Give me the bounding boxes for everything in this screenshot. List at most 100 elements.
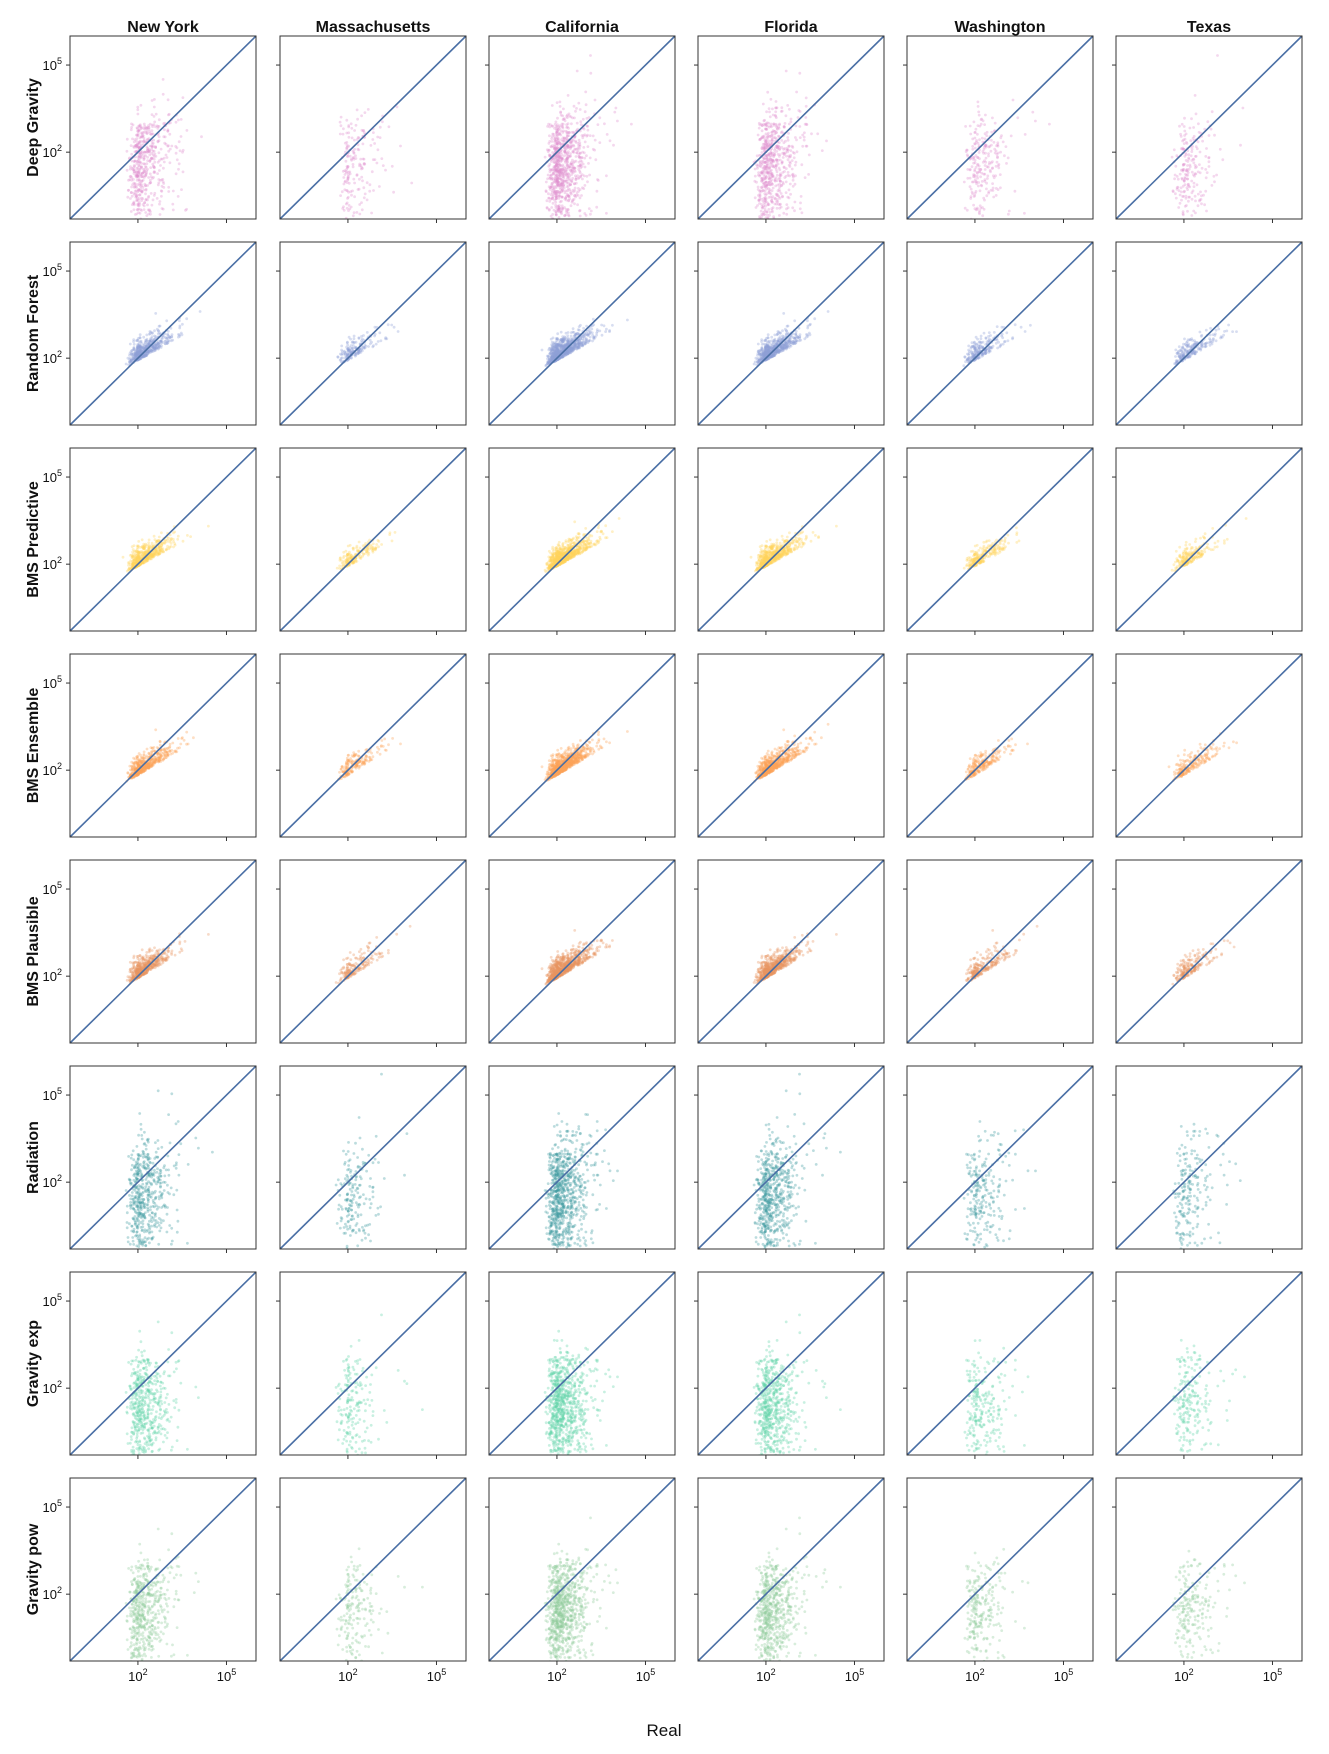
data-point [766, 348, 769, 352]
data-point [165, 341, 169, 345]
data-point [781, 343, 785, 347]
data-point [1184, 194, 1188, 198]
data-point [771, 347, 775, 351]
data-point [140, 179, 144, 183]
data-point [582, 174, 586, 178]
scatter-points [752, 69, 828, 219]
data-point [148, 132, 152, 136]
data-point [132, 356, 135, 360]
data-point [554, 344, 558, 348]
data-point [773, 353, 776, 357]
data-point [550, 104, 554, 107]
data-point [560, 156, 564, 160]
data-point [756, 354, 759, 357]
data-point [567, 199, 570, 203]
data-point [138, 189, 142, 192]
data-point [976, 163, 979, 167]
data-point [767, 351, 770, 354]
data-point [767, 180, 771, 184]
data-point [137, 161, 141, 165]
data-point [137, 350, 141, 354]
data-point [764, 352, 768, 356]
data-point [796, 335, 799, 339]
data-point [560, 170, 563, 174]
data-point [144, 187, 148, 191]
data-point [766, 135, 769, 139]
data-point [589, 330, 592, 334]
data-point [762, 119, 766, 123]
data-point [136, 227, 139, 230]
data-point [576, 345, 580, 349]
data-point [765, 158, 769, 161]
data-point [762, 204, 765, 208]
data-point [978, 212, 981, 216]
data-point [347, 131, 351, 135]
data-point [136, 112, 140, 116]
panel-frame [69, 241, 257, 426]
data-point [141, 171, 144, 175]
data-point [557, 170, 561, 174]
data-point [141, 131, 144, 134]
data-point [591, 317, 595, 321]
data-point [136, 202, 140, 206]
data-point [787, 144, 791, 148]
data-point [761, 145, 764, 149]
data-point [148, 339, 152, 343]
data-point [781, 156, 785, 159]
data-point [973, 161, 977, 165]
data-point [759, 358, 763, 362]
data-point [777, 349, 781, 352]
scatter-points [124, 310, 202, 367]
data-point [778, 349, 782, 353]
data-point [768, 115, 772, 119]
data-point [766, 348, 770, 351]
data-point [764, 160, 767, 164]
data-point [761, 178, 765, 182]
data-point [1186, 173, 1190, 177]
data-point [569, 220, 572, 223]
data-point [756, 356, 760, 360]
data-point [570, 349, 573, 352]
data-point [575, 151, 579, 155]
y-tick-label: 105 [43, 56, 62, 73]
data-point [767, 345, 770, 349]
data-point [563, 352, 567, 355]
data-point [547, 355, 550, 358]
data-point [770, 207, 774, 211]
data-point [770, 131, 773, 134]
data-point [339, 358, 343, 362]
data-point [773, 148, 776, 152]
data-point [556, 204, 560, 208]
data-point [132, 178, 135, 181]
data-point [777, 351, 781, 354]
data-point [569, 348, 573, 352]
data-point [184, 208, 187, 212]
data-point [142, 355, 145, 359]
data-point [132, 355, 136, 358]
data-point [547, 196, 550, 200]
data-point [135, 137, 139, 140]
data-point [342, 352, 346, 356]
data-point [553, 122, 557, 126]
data-point [555, 131, 558, 134]
data-point [555, 348, 559, 351]
data-point [340, 353, 343, 357]
data-point [765, 213, 769, 217]
data-point [557, 348, 560, 352]
data-point [566, 172, 570, 176]
data-point [154, 346, 158, 350]
data-point [138, 211, 142, 215]
data-point [1183, 116, 1186, 120]
data-point [977, 151, 981, 154]
data-point [353, 147, 356, 151]
data-point [134, 351, 137, 355]
data-point [1184, 151, 1187, 155]
data-point [556, 180, 560, 184]
data-point [576, 149, 580, 153]
data-point [139, 143, 143, 147]
data-point [142, 345, 146, 349]
data-point [578, 346, 581, 350]
data-point [990, 138, 993, 142]
data-point [578, 164, 581, 168]
data-point [756, 350, 760, 353]
